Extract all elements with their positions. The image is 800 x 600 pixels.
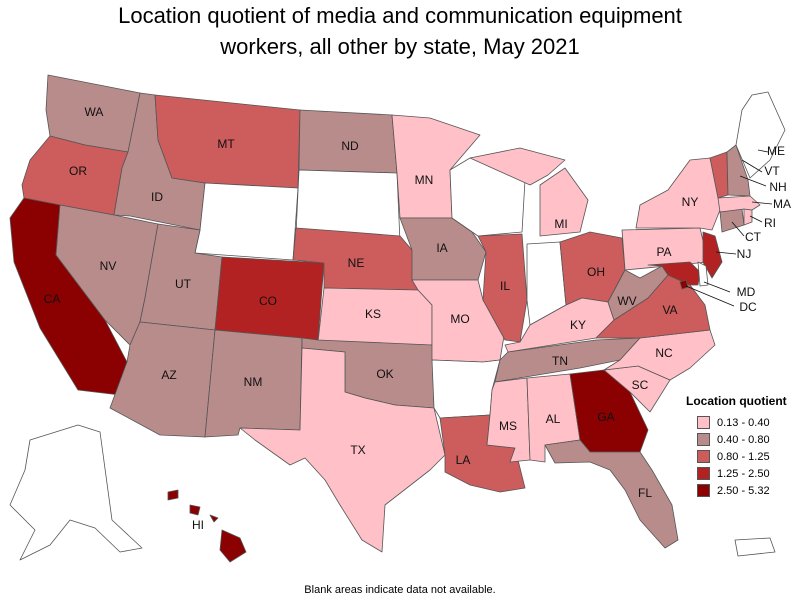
leader-ri — [749, 215, 763, 223]
leader-ma — [751, 201, 773, 205]
state-nh[interactable] — [726, 144, 751, 197]
label-pa: PA — [656, 245, 671, 259]
label-ia: IA — [436, 241, 447, 255]
legend-title: Location quotient — [686, 394, 787, 408]
label-fl: FL — [638, 486, 652, 500]
label-oh: OH — [587, 265, 605, 279]
label-wa: WA — [85, 105, 104, 119]
state-il[interactable] — [477, 233, 528, 343]
label-ca: CA — [44, 292, 61, 306]
state-me[interactable] — [735, 91, 786, 179]
label-tn: TN — [552, 354, 568, 368]
map-title: Location quotient of media and communica… — [0, 0, 800, 62]
label-tx: TX — [350, 443, 365, 457]
map-title-line-1: Location quotient of media and communica… — [118, 3, 682, 28]
state-ak[interactable] — [9, 424, 143, 561]
label-sc: SC — [632, 378, 649, 392]
state-tx[interactable] — [239, 347, 446, 553]
state-ms[interactable] — [486, 377, 531, 463]
state-ar[interactable] — [431, 359, 501, 419]
legend-swatch — [697, 416, 710, 429]
state-md[interactable] — [647, 261, 701, 286]
state-hi[interactable] — [167, 489, 247, 563]
label-ri: RI — [764, 216, 776, 230]
leader-ct — [731, 221, 745, 237]
legend-item: 0.80 - 1.25 — [686, 448, 796, 465]
state-nj[interactable] — [702, 231, 723, 279]
label-or: OR — [69, 164, 87, 178]
label-mt: MT — [217, 137, 235, 151]
label-me: ME — [767, 144, 785, 158]
state-wy[interactable] — [194, 182, 299, 261]
label-nv: NV — [100, 259, 117, 273]
label-ct: CT — [745, 230, 762, 244]
label-ut: UT — [175, 277, 192, 291]
leader-me — [757, 149, 769, 153]
label-id: ID — [151, 190, 163, 204]
leader-nh — [739, 175, 767, 187]
label-az: AZ — [161, 368, 176, 382]
legend-label: 0.13 - 0.40 — [717, 416, 770, 429]
label-ky: KY — [570, 318, 586, 332]
state-labels: WA OR CA ID NV MT UT AZ CO NM ND NE KS O… — [44, 105, 791, 532]
legend-item: 0.40 - 0.80 — [686, 431, 796, 448]
state-fl[interactable] — [544, 439, 679, 549]
leader-dc — [685, 285, 735, 307]
legend-label: 0.80 - 1.25 — [717, 450, 770, 463]
label-co: CO — [259, 294, 277, 308]
label-ms: MS — [499, 419, 517, 433]
state-ky[interactable] — [504, 297, 615, 353]
label-ny: NY — [682, 195, 699, 209]
legend-label: 1.25 - 2.50 — [717, 467, 770, 480]
label-la: LA — [456, 453, 471, 467]
label-mi: MI — [554, 217, 567, 231]
label-va: VA — [662, 303, 677, 317]
legend-label: 0.40 - 0.80 — [717, 433, 770, 446]
footnote: Blank areas indicate data not available. — [304, 584, 496, 596]
label-nm: NM — [244, 375, 263, 389]
legend-item: 2.50 - 5.32 — [686, 482, 796, 499]
label-al: AL — [546, 412, 561, 426]
legend-item: 1.25 - 2.50 — [686, 465, 796, 482]
label-vt: VT — [764, 164, 780, 178]
leader-vt — [741, 159, 763, 173]
leader-nj — [715, 251, 737, 255]
label-nc: NC — [655, 346, 673, 360]
legend-item: 0.13 - 0.40 — [686, 414, 796, 431]
label-nd: ND — [341, 139, 359, 153]
label-nj: NJ — [737, 247, 752, 261]
state-pr[interactable] — [734, 537, 776, 557]
legend-label: 2.50 - 5.32 — [717, 484, 770, 497]
label-md: MD — [737, 285, 756, 299]
label-il: IL — [500, 279, 510, 293]
legend-swatch — [697, 484, 710, 497]
label-nh: NH — [769, 180, 786, 194]
label-ga: GA — [597, 410, 614, 424]
label-hi: HI — [192, 518, 204, 532]
state-ct[interactable] — [719, 208, 745, 233]
label-mn: MN — [415, 173, 434, 187]
leader-md — [703, 281, 731, 293]
state-dc[interactable] — [679, 279, 689, 290]
label-ok: OK — [376, 367, 393, 381]
legend-swatch — [697, 450, 710, 463]
label-dc: DC — [739, 300, 757, 314]
label-mo: MO — [450, 312, 469, 326]
legend: Location quotient 0.13 - 0.40 0.40 - 0.8… — [686, 394, 796, 499]
map-title-line-2: workers, all other by state, May 2021 — [220, 34, 580, 59]
label-ne: NE — [348, 256, 365, 270]
state-ri[interactable] — [743, 208, 753, 226]
legend-swatch — [697, 467, 710, 480]
state-ny[interactable] — [635, 157, 723, 231]
label-ks: KS — [365, 307, 381, 321]
state-mi[interactable] — [469, 147, 589, 237]
label-ma: MA — [773, 197, 791, 211]
legend-swatch — [697, 433, 710, 446]
state-ma[interactable] — [717, 195, 761, 213]
state-de[interactable] — [697, 261, 709, 287]
label-wv: WV — [617, 294, 636, 308]
